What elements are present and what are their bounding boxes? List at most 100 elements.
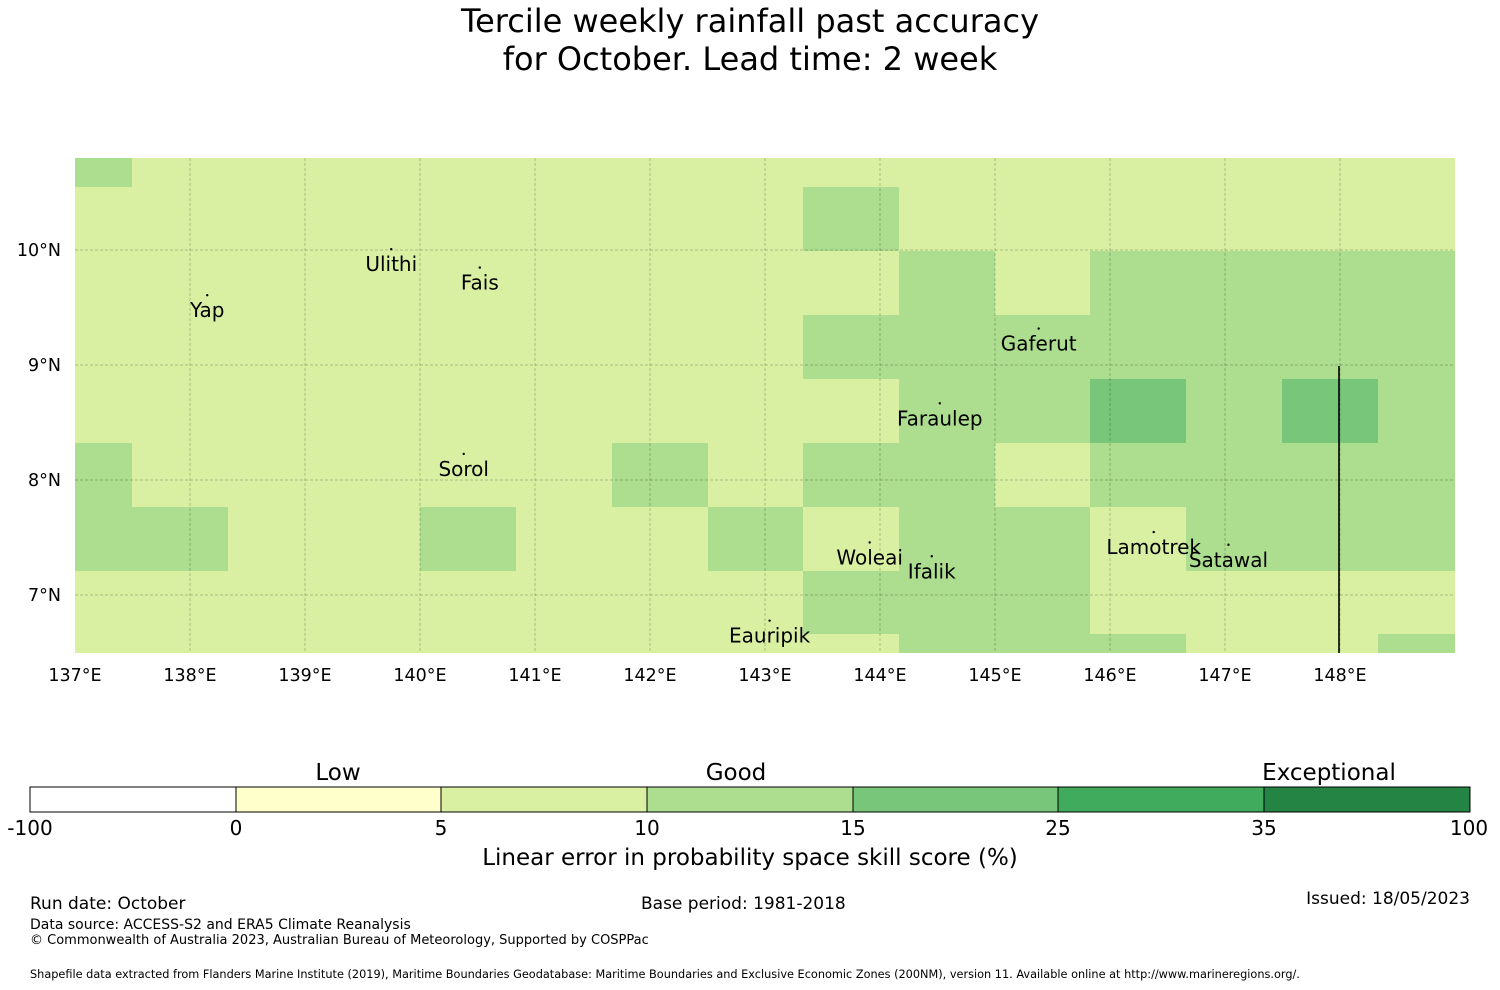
- grid-cell: [612, 251, 708, 315]
- latitude-tick-label: 7°N: [28, 586, 61, 606]
- grid-cell: [612, 571, 708, 634]
- colorbar-tick: -100: [7, 816, 53, 840]
- grid-cell: [1186, 571, 1282, 634]
- colorbar-tick: 100: [1449, 816, 1489, 840]
- grid-cell: [1378, 158, 1455, 187]
- grid-cell: [324, 443, 420, 507]
- grid-cell: [995, 315, 1090, 379]
- colorbar-segment: [1057, 786, 1265, 813]
- grid-cell: [132, 634, 228, 653]
- grid-cell: [1378, 379, 1455, 443]
- longitude-tick-label: 148°E: [1313, 666, 1366, 686]
- colorbar-category-low: Low: [315, 760, 361, 786]
- colorbar-tick: 5: [434, 816, 448, 840]
- grid-cell: [708, 158, 803, 187]
- grid-cell: [995, 443, 1090, 507]
- grid-cell: [1090, 158, 1186, 187]
- colorbar: [29, 786, 1471, 813]
- grid-cell: [1282, 507, 1378, 571]
- longitude-tick-label: 141°E: [508, 666, 561, 686]
- island-marker: [462, 452, 465, 456]
- grid-cell: [516, 571, 612, 634]
- grid-cell: [132, 443, 228, 507]
- grid-cell: [708, 187, 803, 251]
- grid-cell: [228, 634, 324, 653]
- grid-cell: [1282, 187, 1378, 251]
- grid-cell: [1090, 315, 1186, 379]
- colorbar-segment: [1263, 786, 1471, 813]
- island-label: Woleai: [836, 545, 903, 569]
- grid-cell: [995, 251, 1090, 315]
- skill-grid-cells: [75, 158, 1455, 653]
- grid-cell: [132, 507, 228, 571]
- grid-cell: [899, 315, 995, 379]
- grid-cell: [899, 507, 995, 571]
- grid-cell: [899, 634, 995, 653]
- grid-cell: [708, 315, 803, 379]
- grid-cell: [324, 315, 420, 379]
- grid-cell: [516, 251, 612, 315]
- island-label: Eauripik: [729, 624, 811, 648]
- grid-cell: [1090, 187, 1186, 251]
- grid-cell: [899, 158, 995, 187]
- data-source: Data source: ACCESS-S2 and ERA5 Climate …: [30, 917, 411, 933]
- island-label: Fais: [461, 271, 499, 295]
- grid-cell: [228, 251, 324, 315]
- longitude-tick-label: 147°E: [1198, 666, 1251, 686]
- grid-cell: [1378, 315, 1455, 379]
- longitude-tick-label: 142°E: [623, 666, 676, 686]
- grid-cell: [228, 315, 324, 379]
- colorbar-tick: 25: [1045, 816, 1071, 840]
- grid-cell: [1282, 443, 1378, 507]
- longitude-tick-label: 137°E: [48, 666, 101, 686]
- island-marker: [390, 248, 393, 251]
- grid-cell: [803, 158, 899, 187]
- grid-cell: [1282, 379, 1378, 443]
- island-label: Faraulep: [897, 406, 983, 430]
- grid-cell: [228, 158, 324, 187]
- grid-cell: [612, 634, 708, 653]
- grid-cell: [1378, 443, 1455, 507]
- grid-cell: [612, 443, 708, 507]
- grid-cell: [899, 251, 995, 315]
- island-label: Ifalik: [908, 559, 956, 583]
- colorbar-tick: 10: [634, 816, 660, 840]
- grid-cell: [1282, 251, 1378, 315]
- island-marker: [478, 266, 481, 269]
- latitude-tick-label: 8°N: [28, 471, 61, 491]
- graticule: [75, 158, 1455, 653]
- grid-cell: [995, 571, 1090, 634]
- longitude-tick-label: 144°E: [853, 666, 906, 686]
- colorbar-tick: 15: [840, 816, 866, 840]
- grid-cell: [132, 379, 228, 443]
- grid-cell: [1186, 379, 1282, 443]
- grid-cell: [995, 158, 1090, 187]
- grid-cell: [1186, 158, 1282, 187]
- grid-cell: [803, 315, 899, 379]
- chart-title-line1: Tercile weekly rainfall past accuracy: [460, 2, 1039, 40]
- grid-cell: [1378, 507, 1455, 571]
- island-marker: [1227, 543, 1230, 546]
- grid-cell: [324, 187, 420, 251]
- colorbar-category-exceptional: Exceptional: [1262, 760, 1396, 786]
- grid-cell: [1282, 571, 1378, 634]
- grid-cell: [612, 315, 708, 379]
- grid-cell: [708, 251, 803, 315]
- colorbar-segment: [852, 786, 1059, 813]
- base-period: Base period: 1981-2018: [641, 894, 846, 914]
- grid-cell: [132, 251, 228, 315]
- longitude-tick-label: 143°E: [738, 666, 791, 686]
- grid-cell: [228, 571, 324, 634]
- grid-cell: [516, 379, 612, 443]
- grid-cell: [132, 571, 228, 634]
- grid-cell: [228, 187, 324, 251]
- chart-title-line2: for October. Lead time: 2 week: [502, 40, 998, 78]
- island-marker: [868, 541, 871, 544]
- grid-cell: [324, 507, 420, 571]
- island-marker: [206, 294, 209, 297]
- grid-cell: [75, 379, 132, 443]
- grid-cell: [899, 571, 995, 634]
- longitude-tick-label: 140°E: [393, 666, 446, 686]
- grid-cell: [1090, 507, 1186, 571]
